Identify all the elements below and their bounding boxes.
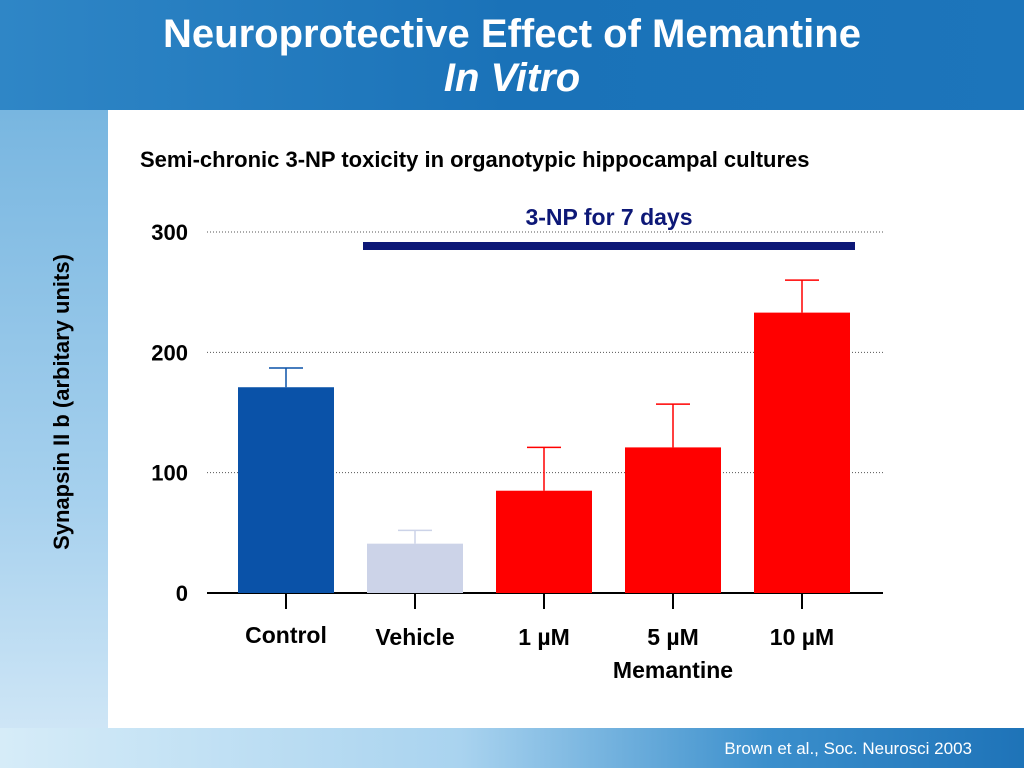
y-tick-label-200: 200 — [151, 340, 188, 365]
x-tick-label-0: Control — [245, 622, 327, 648]
x-tick-label-2: 1 µM — [518, 624, 570, 650]
y-tick-label-100: 100 — [151, 461, 188, 486]
bottom-decorative-band — [0, 728, 1024, 768]
slide-title: Neuroprotective Effect of Memantine In V… — [0, 12, 1024, 100]
treatment-duration-bar — [363, 242, 855, 250]
x-tick-label-3: 5 µM — [647, 624, 699, 650]
bar-1 — [367, 543, 463, 593]
title-line-1: Neuroprotective Effect of Memantine — [163, 12, 861, 56]
memantine-group-label: Memantine — [613, 657, 733, 683]
bar-4 — [754, 312, 850, 593]
x-tick-label-4: 10 µM — [770, 624, 834, 650]
y-tick-label-0: 0 — [176, 581, 188, 606]
title-line-2: In Vitro — [443, 56, 581, 100]
citation: Brown et al., Soc. Neurosci 2003 — [724, 739, 972, 758]
bar-2 — [496, 490, 592, 593]
y-tick-label-300: 300 — [151, 220, 188, 245]
bar-0 — [238, 387, 334, 593]
bar-3 — [625, 447, 721, 593]
chart-title: Semi-chronic 3-NP toxicity in organotypi… — [140, 147, 810, 172]
left-decorative-band — [0, 110, 108, 768]
x-tick-label-1: Vehicle — [375, 624, 454, 650]
treatment-duration-label: 3-NP for 7 days — [525, 204, 692, 230]
slide-header — [0, 0, 1024, 110]
